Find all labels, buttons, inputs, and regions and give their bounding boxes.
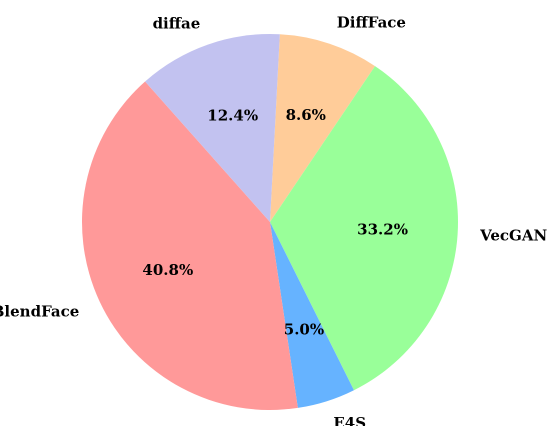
- pie-category-label-vecgan: VecGAN: [479, 227, 547, 245]
- pie-pct-label-blendface: 40.8%: [142, 261, 193, 279]
- pie-pct-label-e4s: 5.0%: [284, 321, 324, 339]
- pie-pct-label-diffae: 12.4%: [207, 107, 258, 125]
- pie-slice-blendface: [82, 81, 298, 410]
- pie-pct-label-diffface: 8.6%: [286, 106, 326, 124]
- pie-slice-diffae: [145, 34, 280, 223]
- pie-category-label-e4s: E4S: [333, 414, 366, 426]
- pie-category-label-diffae: diffae: [153, 14, 201, 32]
- pie-category-label-diffface: DiffFace: [337, 13, 406, 31]
- pie-slices: [82, 34, 458, 410]
- pie-slice-vecgan: [270, 66, 458, 391]
- pie-slice-e4s: [270, 222, 354, 408]
- pie-category-label-blendface: BlendFace: [0, 302, 79, 320]
- pie-slice-diffface: [270, 34, 376, 223]
- pie-labels: 8.6% DiffFace 33.2% VecGAN 5.0% E4S 40.8% Blend…: [0, 13, 548, 426]
- pie-pct-label-vecgan: 33.2%: [357, 220, 408, 238]
